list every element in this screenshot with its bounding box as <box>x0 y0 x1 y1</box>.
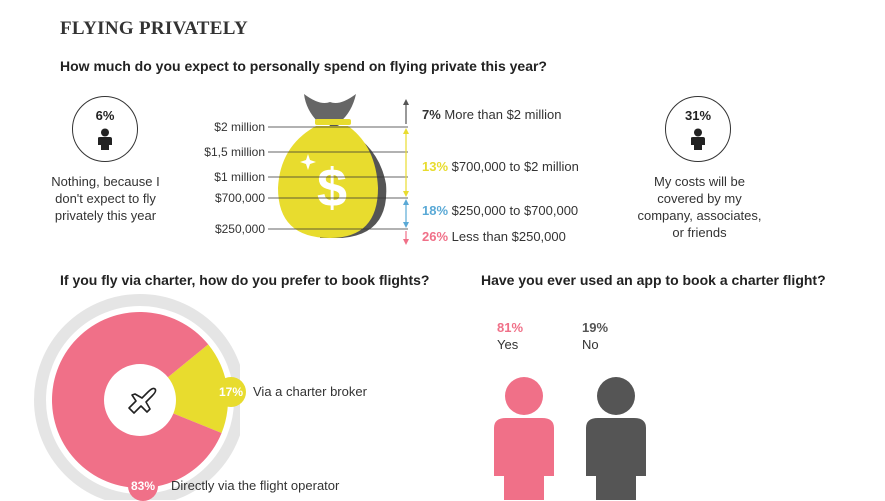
stat-nothing-text: Nothing, because I don't expect to fly p… <box>51 174 160 223</box>
stat-covered-circle: 31% <box>665 96 731 162</box>
pie-label-broker-pct: 17% <box>216 377 246 407</box>
bracket-more-than-2m: 7% More than $2 million <box>422 107 562 122</box>
pie-label-operator-pct: 83% <box>128 471 158 501</box>
scale-label-250k: $250,000 <box>214 222 265 236</box>
person-yes-icon <box>494 377 554 500</box>
pie-slice-broker <box>140 344 228 433</box>
app-yes-label: Yes <box>497 337 519 352</box>
booking-question: If you fly via charter, how do you prefe… <box>60 272 430 288</box>
spend-question: How much do you expect to personally spe… <box>60 58 547 74</box>
money-bag-dollar-icon: $ <box>268 94 409 245</box>
airplane-icon <box>128 387 157 414</box>
person-icon <box>98 128 112 150</box>
stat-nothing-circle: 6% <box>72 96 138 162</box>
scale-label-700k: $700,000 <box>214 191 265 205</box>
person-icon <box>691 128 705 150</box>
stat-covered-pct: 31% <box>684 108 712 123</box>
pie-label-operator: Directly via the flight operator <box>171 478 340 493</box>
app-no-pct: 19% <box>582 320 609 335</box>
app-question: Have you ever used an app to book a char… <box>481 272 826 288</box>
scale-label-1m: $1 million <box>214 170 265 184</box>
bracket-less-than-250k: 26% Less than $250,000 <box>422 229 566 244</box>
stat-nothing-pct: 6% <box>95 108 115 123</box>
booking-donut-chart <box>34 294 240 500</box>
pie-label-broker: Via a charter broker <box>253 384 367 399</box>
stat-covered-text: My costs will be covered by my company, … <box>637 174 762 240</box>
scale-label-2m: $2 million <box>214 120 265 134</box>
app-no-label: No <box>582 337 599 352</box>
bracket-700k-to-2m: 13% $700,000 to $2 million <box>422 159 579 174</box>
donut-outer-ring <box>34 294 240 500</box>
scale-label-1-5m: $1,5 million <box>204 145 265 159</box>
page-title: FLYING PRIVATELY <box>60 18 248 39</box>
person-no-icon <box>586 377 646 500</box>
bracket-250k-to-700k: 18% $250,000 to $700,000 <box>422 203 579 218</box>
donut-hole <box>104 364 176 436</box>
app-yes-pct: 81% <box>497 320 524 335</box>
svg-text:$: $ <box>317 158 347 218</box>
